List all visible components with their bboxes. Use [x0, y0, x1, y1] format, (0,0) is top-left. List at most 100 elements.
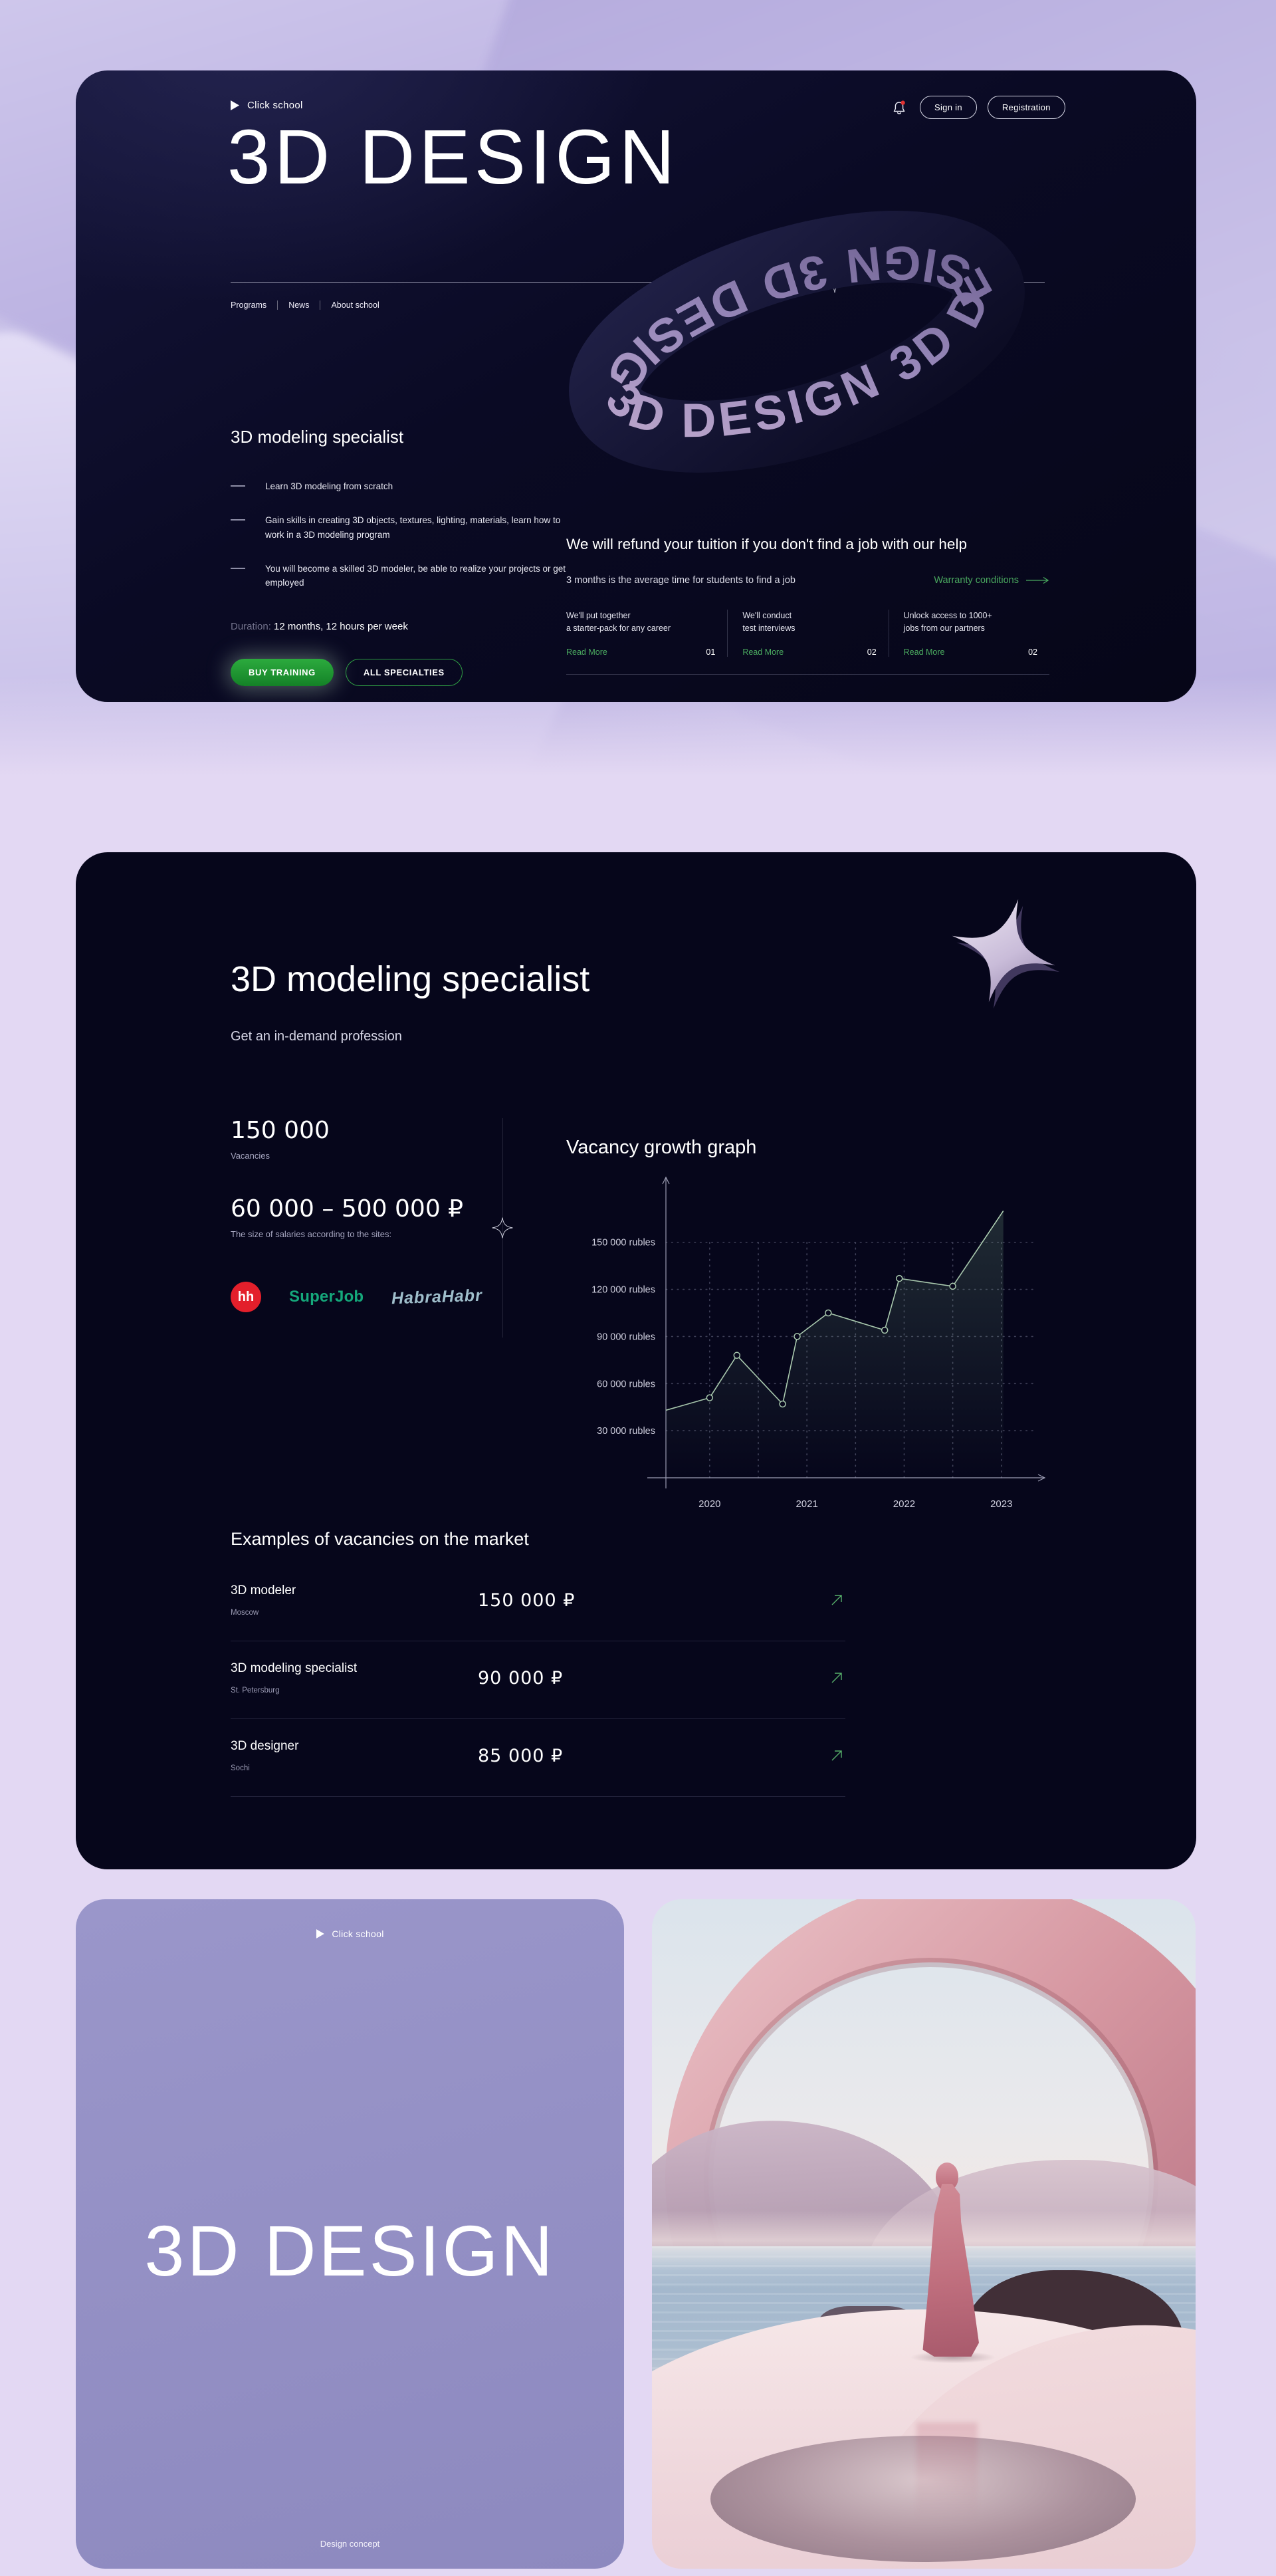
hero-nav: Programs News About school: [231, 300, 401, 310]
footer-title: 3D DESIGN: [144, 2210, 556, 2291]
vacancy-city: Moscow: [231, 1609, 259, 1617]
brand-logo[interactable]: Click school: [231, 100, 303, 111]
profession-title: 3D modeling specialist: [231, 959, 590, 999]
chart-title: Vacancy growth graph: [566, 1137, 757, 1158]
nav-item-about-school[interactable]: About school: [331, 300, 379, 310]
vertical-divider: [492, 1118, 513, 1338]
stat-value: 150 000: [231, 1117, 330, 1144]
refund-heading: We will refund your tuition if you don't…: [566, 536, 967, 552]
refund-step: We'll put together a starter-pack for an…: [566, 610, 727, 657]
habrahabr-logo[interactable]: HabraHabr: [391, 1286, 483, 1308]
vacancy-role: 3D modeling specialist: [231, 1661, 358, 1675]
profession-section: 3D modeling specialist Get an in-demand …: [76, 852, 1196, 1869]
nav-item-programs[interactable]: Programs: [231, 300, 278, 310]
table-row[interactable]: 3D modeling specialist St. Petersburg 90…: [231, 1641, 845, 1719]
hh-logo[interactable]: hh: [231, 1282, 261, 1312]
horizon-haze: [652, 2210, 1196, 2270]
cta-row: BUY TRAINING ALL SPECIALTIES: [231, 659, 606, 687]
svg-text:2020: 2020: [698, 1498, 720, 1510]
play-icon: [316, 1929, 324, 1938]
bullet-text: Gain skills in creating 3D objects, text…: [265, 515, 561, 540]
vacancy-city: St. Petersburg: [231, 1687, 280, 1695]
vacancy-salary: 150 000 ₽: [478, 1589, 576, 1611]
vacancy-role: 3D modeler: [231, 1583, 296, 1597]
buy-training-button[interactable]: BUY TRAINING: [231, 659, 334, 687]
warranty-link-label: Warranty conditions: [934, 575, 1019, 586]
svg-text:2022: 2022: [893, 1498, 915, 1510]
svg-text:120 000 rubles: 120 000 rubles: [591, 1285, 655, 1296]
arrow-up-right-icon[interactable]: [828, 1747, 845, 1764]
stat-vacancies: 150 000 Vacancies: [231, 1117, 482, 1161]
hero-section: Click school Sign in Registration 3D DES…: [76, 70, 1196, 702]
vacancies-table: 3D modeler Moscow 150 000 ₽ 3D modeling …: [231, 1564, 845, 1797]
page-title: 3D DESIGN: [227, 114, 679, 200]
dash-icon: [231, 519, 245, 521]
svg-text:150 000 rubles: 150 000 rubles: [591, 1238, 655, 1248]
duration-line: Duration: 12 months, 12 hours per week: [231, 621, 606, 632]
step-text: We'll conduct test interviews: [742, 611, 796, 634]
vacancy-chart-block: Vacancy growth graph 150 000 rubles 120 0…: [566, 1137, 1049, 1523]
warranty-conditions-link[interactable]: Warranty conditions: [934, 575, 1049, 586]
hero-actions: Sign in Registration: [892, 96, 1065, 119]
play-icon: [231, 100, 239, 110]
vacancy-salary: 85 000 ₽: [478, 1745, 564, 1766]
brand-logo: Click school: [316, 1929, 383, 1939]
svg-text:2023: 2023: [990, 1498, 1012, 1510]
read-more-link[interactable]: Read More: [742, 647, 784, 657]
program-bullet: You will become a skilled 3D modeler, be…: [231, 562, 606, 591]
read-more-link[interactable]: Read More: [903, 647, 945, 657]
svg-text:90 000 rubles: 90 000 rubles: [597, 1332, 655, 1342]
step-number: 02: [867, 647, 877, 657]
stat-label: The size of salaries according to the si…: [231, 1229, 392, 1239]
superjob-logo[interactable]: SuperJob: [289, 1288, 364, 1306]
all-specialties-button[interactable]: ALL SPECIALTIES: [345, 659, 463, 687]
refund-steps: We'll put together a starter-pack for an…: [566, 610, 1049, 675]
brand-name: Click school: [247, 100, 303, 111]
step-number: 02: [1028, 647, 1037, 657]
duration-label: Duration:: [231, 621, 271, 633]
profession-subtitle: Get an in-demand profession: [231, 1029, 402, 1044]
refund-block: We will refund your tuition if you don't…: [566, 536, 1049, 675]
vacancy-salary: 90 000 ₽: [478, 1667, 564, 1689]
svg-text:2021: 2021: [796, 1498, 817, 1510]
sign-in-button[interactable]: Sign in: [920, 96, 977, 119]
hero-image-card: [652, 1899, 1196, 2569]
stat-value: 60 000 – 500 000 ₽: [231, 1195, 464, 1223]
stats-column: 150 000 Vacancies 60 000 – 500 000 ₽ The…: [231, 1117, 483, 1312]
vacancy-growth-chart: 150 000 rubles 120 000 rubles 90 000 ruble…: [591, 1176, 1046, 1510]
dash-icon: [231, 485, 245, 487]
duration-value: 12 months, 12 hours per week: [274, 621, 408, 633]
program-bullet: Gain skills in creating 3D objects, text…: [231, 513, 606, 542]
dash-icon: [231, 567, 245, 569]
vacancy-city: Sochi: [231, 1764, 250, 1772]
vacancy-role: 3D designer: [231, 1739, 299, 1753]
step-text: We'll put together a starter-pack for an…: [566, 611, 671, 634]
program-summary: 3D modeling specialist Learn 3D modeling…: [231, 427, 606, 687]
program-bullet: Learn 3D modeling from scratch: [231, 479, 606, 494]
design-concept-card: Click school 3D DESIGN Design concept: [76, 1899, 624, 2569]
refund-subtitle: 3 months is the average time for student…: [566, 575, 796, 586]
vacancies-title: Examples of vacancies on the market: [231, 1529, 529, 1549]
table-row[interactable]: 3D designer Sochi 85 000 ₽: [231, 1719, 845, 1797]
bullet-text: Learn 3D modeling from scratch: [265, 481, 393, 491]
arrow-up-right-icon[interactable]: [828, 1669, 845, 1687]
torus-3d-graphic: 3D DESIGN 3D DESIGN 3D DESIGN 3D DESIGN: [541, 182, 1027, 501]
figure-reflection: [916, 2422, 978, 2522]
table-row[interactable]: 3D modeler Moscow 150 000 ₽: [231, 1564, 845, 1641]
arrow-up-right-icon[interactable]: [828, 1591, 845, 1609]
program-heading: 3D modeling specialist: [231, 427, 404, 447]
registration-button[interactable]: Registration: [987, 96, 1065, 119]
nav-item-news[interactable]: News: [288, 300, 321, 310]
bullet-text: You will become a skilled 3D modeler, be…: [265, 563, 566, 588]
bell-icon[interactable]: [892, 100, 906, 116]
read-more-link[interactable]: Read More: [566, 647, 607, 657]
figure-robe: [922, 2184, 979, 2357]
long-arrow-right-icon: [1026, 576, 1049, 584]
refund-step: Unlock access to 1000+ jobs from our par…: [888, 610, 1049, 657]
refund-step: We'll conduct test interviews Read More …: [727, 610, 888, 657]
svg-text:30 000 rubles: 30 000 rubles: [597, 1426, 655, 1437]
reflective-pool: [710, 2436, 1136, 2562]
svg-text:60 000 rubles: 60 000 rubles: [597, 1379, 655, 1389]
brand-name: Click school: [332, 1929, 384, 1939]
